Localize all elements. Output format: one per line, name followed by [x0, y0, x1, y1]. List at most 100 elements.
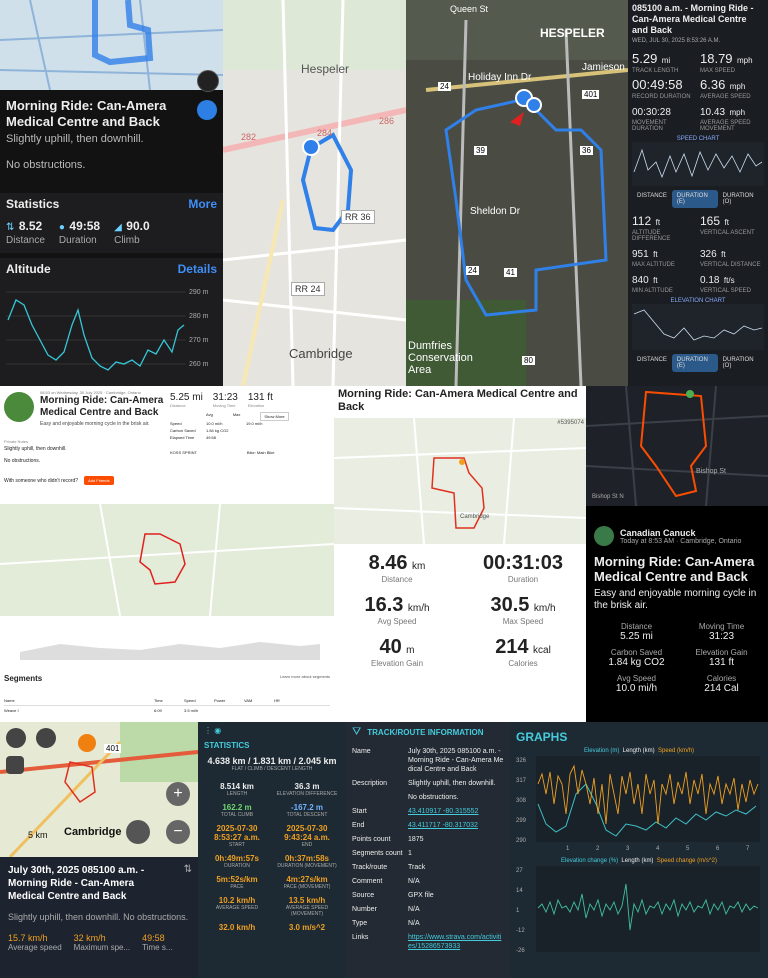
feed-title[interactable]: Morning Ride: Can-Amera Medical Centre a… [594, 554, 755, 584]
zoom-out-button[interactable]: − [166, 820, 190, 844]
vert-speed-unit: ft/s [723, 276, 735, 285]
stat-cell: 5m:52s/km PACE [204, 875, 270, 890]
osmand-sort-icon[interactable]: ⇅ [183, 864, 192, 875]
vert-ascent-unit: ft [724, 218, 729, 227]
feed-eg-label: Elevation Gain [695, 648, 748, 657]
elev-tab-distance[interactable]: DISTANCE [637, 357, 667, 363]
details-link[interactable]: Details [177, 262, 217, 276]
stat-cell-value: 36.3 m [294, 782, 320, 791]
track-info-link[interactable]: https://www.strava.com/activities/152865… [408, 934, 502, 950]
statistics-eye-icon[interactable]: ⋮ ◉ [204, 726, 222, 735]
map-thumbnail[interactable] [0, 0, 223, 92]
track-title: 085100 a.m. - Morning Ride - Can-Amera M… [632, 3, 754, 35]
add-friends-button[interactable]: Add Friends [84, 476, 114, 485]
stat-cell: 0h:49m:57s DURATION [204, 854, 270, 869]
alt-diff-label: ALTITUDE DIFFERENCE [632, 230, 671, 242]
private-note-2: No obstructions. [4, 458, 41, 464]
speed-chart [632, 142, 764, 186]
elevation-chart-tabs: DISTANCE DURATION (E) DURATION (O) [632, 354, 764, 372]
stat-cell-label: PACE (MOVEMENT) [283, 884, 331, 890]
sum-distance-value: 8.46 [368, 552, 408, 574]
stat-cell-value: -167.2 m [290, 803, 324, 812]
track-info-row: Type N/A [352, 919, 504, 928]
track-info-value: 1 [408, 850, 412, 857]
track-info-link[interactable]: 43.410917 -80.315552 [408, 808, 479, 815]
g2-y-4: -12 [516, 928, 525, 934]
learn-segments-link[interactable]: Learn more about segments [279, 674, 330, 679]
feed-avatar[interactable] [594, 526, 614, 546]
stat-cell-label: AVERAGE SPEED (MOVEMENT) [285, 905, 329, 917]
stats-grid: 8.514 km LENGTH 36.3 m ELEVATION DIFFERENCE… [204, 782, 340, 932]
elev-tab-duration-e[interactable]: DURATION (E) [671, 354, 718, 372]
elev-tab-duration-o[interactable]: DURATION (O) [722, 357, 754, 369]
sat-label-dumfries: Dumfries Conservation Area [408, 340, 473, 376]
feed-dist-label: Distance [620, 622, 653, 631]
compass-button[interactable] [197, 70, 219, 92]
osmand-menu-button[interactable] [6, 728, 26, 748]
feed-map-bishopn: Bishop St N [592, 494, 624, 500]
map-label-282: 282 [241, 132, 257, 142]
stat-cell: 2025-07-30 9:43:24 a.m. END [274, 824, 340, 848]
g2-y-1: 27 [516, 868, 523, 874]
distance-icon: ⇅ [6, 222, 15, 233]
stat-cell-label: AVERAGE SPEED [215, 905, 259, 911]
web-map[interactable] [0, 504, 334, 616]
g1-y-2: 317 [516, 778, 527, 784]
panel-street-map[interactable]: Hespeler RR 36 RR 24 Cambridge 282 284 2… [223, 0, 406, 386]
stat-cell-value: 5m:52s/km [216, 875, 258, 884]
elapsed-row-avg: 49:58 [206, 435, 217, 440]
osmand-search-button[interactable] [36, 728, 56, 748]
panel-statistics: ⋮ ◉ STATISTICS 4.638 km / 1.831 km / 2.0… [198, 722, 346, 978]
activity-note: No obstructions. [6, 159, 86, 171]
stats-top-value: 4.638 km / 1.831 km / 2.045 km [207, 756, 337, 766]
osmand-max-speed-label: Maximum spe... [73, 943, 131, 952]
stat-cell-value: 0h:37m:58s [284, 854, 330, 863]
avg-speed-value: 6.36 [700, 77, 726, 92]
segment-row[interactable]: Weave I 6:09 3.5 mi/h [4, 706, 330, 713]
stats-card: Statistics More ⇅ 8.52 Distance ● 49:58 Du… [0, 193, 223, 253]
speed-chart-heading: SPEED CHART [676, 136, 720, 142]
more-link[interactable]: More [188, 197, 217, 211]
graph2-legend-speed: Speed change (m/s^2) [656, 858, 717, 864]
sat-shield-80: 80 [522, 356, 535, 365]
alt-ytick-3: 270 m [189, 337, 209, 344]
show-more-button[interactable]: Show More [260, 412, 289, 421]
tab-distance[interactable]: DISTANCE [637, 193, 667, 199]
g1-x-7: 7 [746, 846, 750, 852]
osmand-avg-speed-value: 15.7 km/h [8, 933, 48, 943]
panel-satellite-map[interactable]: HESPELER Holiday Inn Dr Jamieson Sheldon… [406, 0, 628, 386]
web-distance-label: Distance [170, 403, 186, 408]
stat-cell: 0h:37m:58s DURATION (MOVEMENT) [274, 854, 340, 869]
track-info-value: N/A [408, 920, 420, 927]
g1-x-6: 6 [716, 846, 720, 852]
zoom-in-button[interactable]: + [166, 782, 190, 806]
osmand-layers-button[interactable] [6, 756, 24, 774]
feed-map[interactable]: Bishop St Bishop St N [586, 386, 768, 506]
distance-value: 8.52 [18, 219, 43, 233]
feed-cal-label: Calories [706, 674, 737, 683]
osmand-map[interactable]: 401 + − 5 km Cambridge [0, 722, 198, 857]
g1-y-1: 326 [516, 758, 527, 764]
web-moving-time-label: Moving Time [212, 403, 236, 408]
sum-duration-label: Duration [507, 575, 539, 584]
max-alt-value: 951 [632, 249, 649, 260]
graph1-legend-speed: Speed (km/h) [658, 748, 695, 754]
stat-cell: 2025-07-30 8:53:27 a.m. START [204, 824, 270, 848]
tab-duration-e[interactable]: DURATION (E) [671, 190, 718, 208]
summary-map[interactable]: Cambridge #5395074 [334, 418, 586, 544]
feed-dist-value: 5.25 mi [620, 631, 653, 642]
my-location-button[interactable] [126, 820, 150, 844]
track-info-row: Segments count 1 [352, 849, 504, 858]
feed-author[interactable]: Canadian Canuck [620, 527, 696, 538]
stat-cell-value: 8.514 km [220, 782, 254, 791]
stat-cell-value: 162.2 m [222, 803, 252, 812]
sat-shield-39: 39 [474, 146, 487, 155]
sat-shield-401: 401 [582, 90, 600, 99]
segment-name[interactable]: Weave I [4, 708, 19, 713]
osmand-location-pin-icon[interactable] [78, 734, 96, 752]
tab-duration-o[interactable]: DURATION (O) [722, 193, 754, 205]
track-info-link[interactable]: 43.411717 -80.317032 [408, 822, 478, 829]
feed-cs-value: 1.84 kg CO2 [608, 657, 665, 668]
summary-map-cambridge: Cambridge [460, 514, 490, 520]
record-button[interactable] [197, 100, 217, 120]
